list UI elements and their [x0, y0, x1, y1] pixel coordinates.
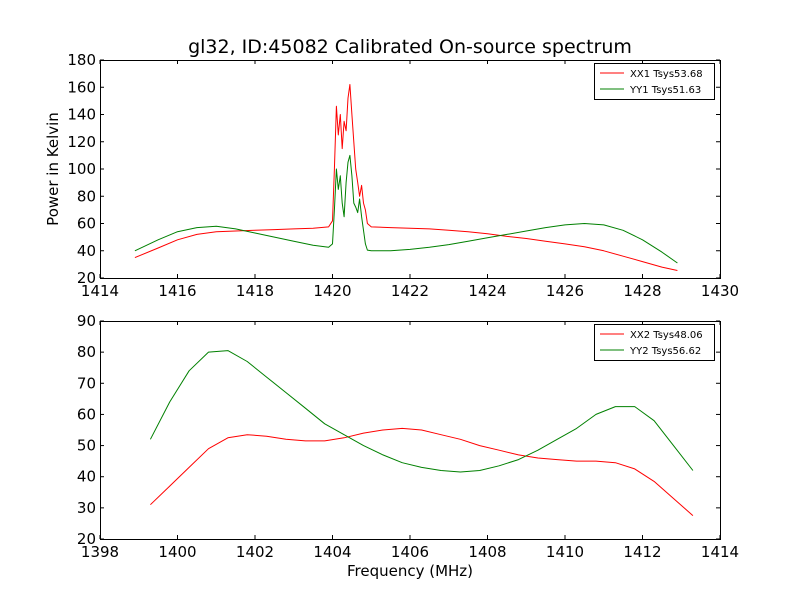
legend-label: YY1 Tsys51.63: [629, 85, 701, 96]
x-tick-label: 1430: [701, 282, 739, 300]
legend-label: XX2 Tsys48.06: [630, 330, 703, 341]
y-tick-label: 30: [77, 499, 96, 517]
legend-label: YY2 Tsys56.62: [629, 346, 701, 357]
x-tick-label: 1400: [158, 543, 196, 561]
x-tick-label: 1412: [623, 543, 661, 561]
x-tick-label: 1416: [158, 282, 196, 300]
y-tick-label: 80: [77, 187, 96, 205]
legend: XX2 Tsys48.06 YY2 Tsys56.62: [594, 324, 715, 361]
y-tick-label: 70: [77, 374, 96, 392]
x-axis-label: Frequency (MHz): [347, 562, 473, 580]
y-axis-label: Power in Kelvin: [44, 112, 62, 226]
y-tick-label: 40: [77, 242, 96, 260]
y-tick-label: 20: [77, 530, 96, 548]
series-line-1-1: [134, 84, 678, 271]
y-tick-label: 20: [77, 269, 96, 287]
x-tick-label: 1428: [623, 282, 661, 300]
y-tick-label: 60: [77, 405, 96, 423]
x-tick-label: 1420: [313, 282, 351, 300]
legend-box: [594, 63, 715, 100]
y-tick-label: 50: [77, 437, 96, 455]
legend: XX1 Tsys53.68 YY1 Tsys51.63: [594, 63, 715, 100]
x-tick-label: 1426: [546, 282, 584, 300]
series-line-2-2: [149, 350, 694, 473]
x-tick-label: 1404: [313, 543, 351, 561]
series-line-1-2: [134, 154, 678, 264]
x-tick-label: 1410: [546, 543, 584, 561]
x-tick-label: 1408: [468, 543, 506, 561]
chart-title: gl32, ID:45082 Calibrated On-source spec…: [188, 36, 632, 58]
legend-label: XX1 Tsys53.68: [630, 69, 703, 80]
y-tick-label: 180: [67, 51, 96, 69]
x-tick-label: 1418: [236, 282, 274, 300]
y-tick-label: 90: [77, 312, 96, 330]
y-tick-label: 80: [77, 343, 96, 361]
y-tick-label: 40: [77, 468, 96, 486]
y-tick-label: 160: [67, 78, 96, 96]
y-tick-label: 140: [67, 106, 96, 124]
top-panel: 1414 1416 1418 1420 1422 1424 1426 1428 1430 20 40…: [44, 36, 739, 300]
legend-box: [594, 324, 715, 361]
y-tick-label: 60: [77, 215, 96, 233]
x-tick-label: 1422: [391, 282, 429, 300]
y-tick-label: 100: [67, 160, 96, 178]
x-tick-label: 1398: [81, 543, 119, 561]
series-line-2-1: [150, 427, 694, 516]
x-tick-label: 1424: [468, 282, 506, 300]
x-tick-label: 1406: [391, 543, 429, 561]
x-tick-label: 1414: [701, 543, 739, 561]
x-tick-label: 1414: [81, 282, 119, 300]
bottom-panel: 1398 1400 1402 1404 1406 1408 1410 1412 1414 20 30…: [77, 312, 739, 580]
y-tick-label: 120: [67, 133, 96, 151]
x-tick-label: 1402: [236, 543, 274, 561]
